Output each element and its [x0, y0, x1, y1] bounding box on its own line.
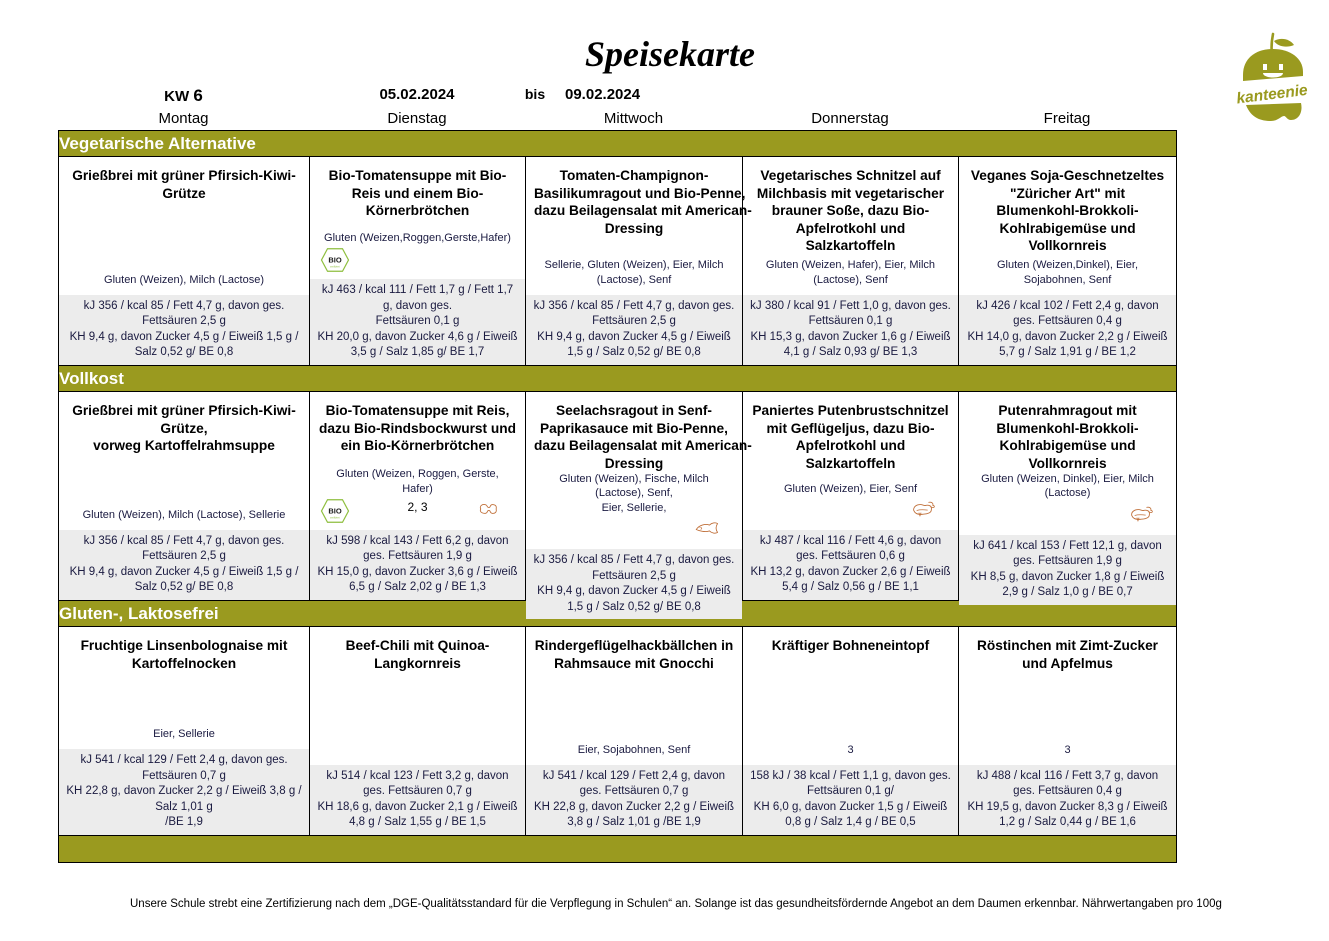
- svg-text:BIO: BIO: [328, 506, 342, 515]
- svg-text:zertifiziert: zertifiziert: [330, 516, 340, 519]
- svg-text:BIO: BIO: [328, 256, 342, 265]
- svg-text:zertifiziert: zertifiziert: [330, 266, 340, 269]
